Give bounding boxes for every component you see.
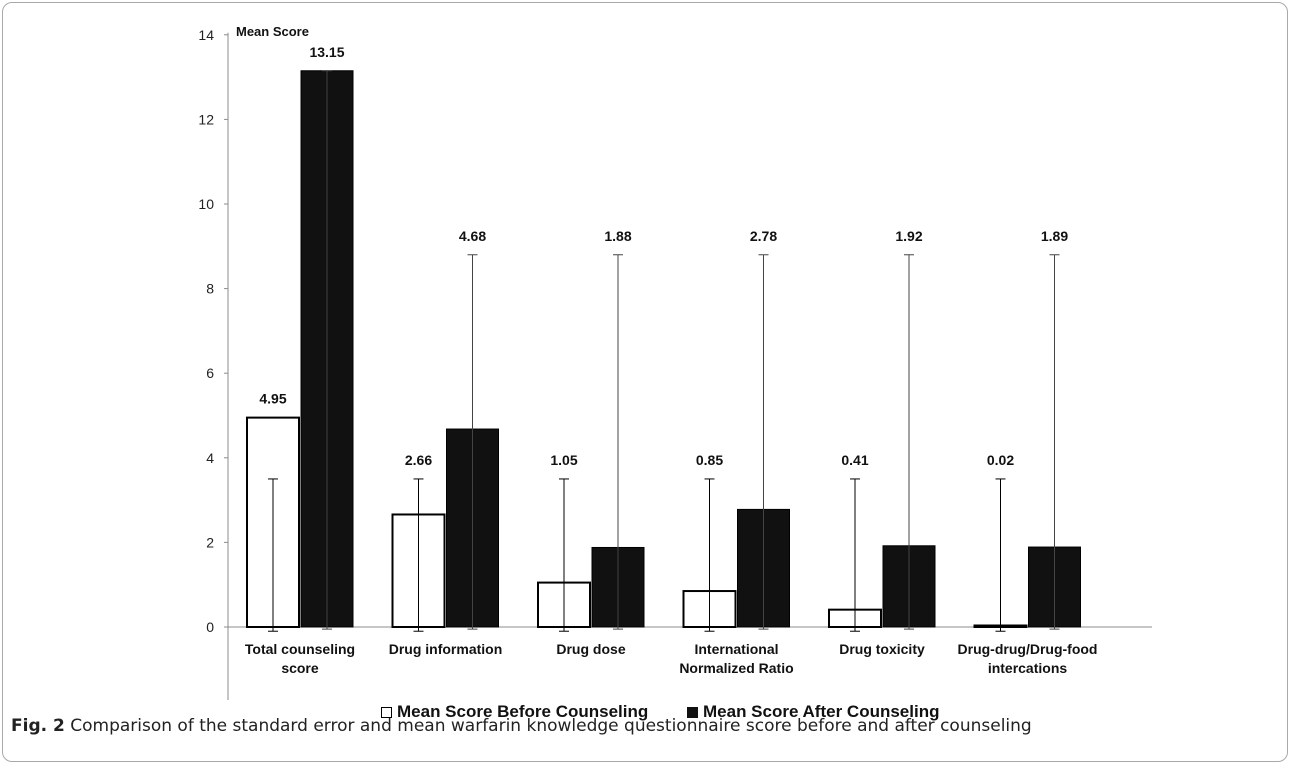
category-label-4-0: Drug toxicity <box>839 641 925 657</box>
category-label-3-0: International <box>694 641 778 657</box>
category-label-3-1: Normalized Ratio <box>679 660 793 676</box>
data-label-0-5: 0.02 <box>987 452 1014 468</box>
category-label-1-0: Drug information <box>389 641 503 657</box>
legend-swatch-before <box>381 706 392 718</box>
data-label-1-2: 1.88 <box>604 228 631 244</box>
legend-item-after: Mean Score After Counseling <box>687 702 939 722</box>
data-label-1-3: 2.78 <box>750 228 777 244</box>
category-label-5-0: Drug-drug/Drug-food <box>958 641 1098 657</box>
category-label-5-1: intercations <box>988 660 1068 676</box>
category-label-2-0: Drug dose <box>556 641 625 657</box>
y-tick-label-8: 14 <box>198 27 214 43</box>
legend-label-before: Mean Score Before Counseling <box>397 702 649 721</box>
category-label-0-0: Total counseling <box>245 641 355 657</box>
y-tick-label-6: 10 <box>198 196 214 212</box>
data-label-1-4: 1.92 <box>895 228 922 244</box>
legend-label-after: Mean Score After Counseling <box>703 702 940 721</box>
caption-label: Fig. 2 <box>11 716 65 736</box>
data-label-0-0: 4.95 <box>259 391 286 407</box>
legend-item-before: Mean Score Before Counseling <box>381 702 648 722</box>
data-label-0-3: 0.85 <box>696 452 723 468</box>
data-label-0-1: 2.66 <box>405 452 432 468</box>
y-tick-label-2: 2 <box>206 534 214 550</box>
data-label-1-5: 1.89 <box>1041 228 1068 244</box>
y-tick-label-5: 8 <box>206 281 214 297</box>
legend-swatch-after <box>687 706 698 718</box>
data-label-0-4: 0.41 <box>841 452 868 468</box>
caption-text: Comparison of the standard error and mea… <box>64 716 1032 736</box>
data-label-1-1: 4.68 <box>459 228 486 244</box>
y-tick-label-1: 0 <box>206 619 214 635</box>
data-label-1-0: 13.15 <box>309 44 344 60</box>
data-label-0-2: 1.05 <box>550 452 577 468</box>
figure-caption: Fig. 2 Comparison of the standard error … <box>11 716 1032 736</box>
y-tick-label-7: 12 <box>198 111 214 127</box>
y-tick-label-4: 6 <box>206 365 214 381</box>
y-axis-title: Mean Score <box>236 24 309 39</box>
chart-legend: Mean Score Before Counseling Mean Score … <box>0 702 1292 726</box>
category-label-0-1: score <box>281 660 319 676</box>
y-tick-label-3: 4 <box>206 450 214 466</box>
